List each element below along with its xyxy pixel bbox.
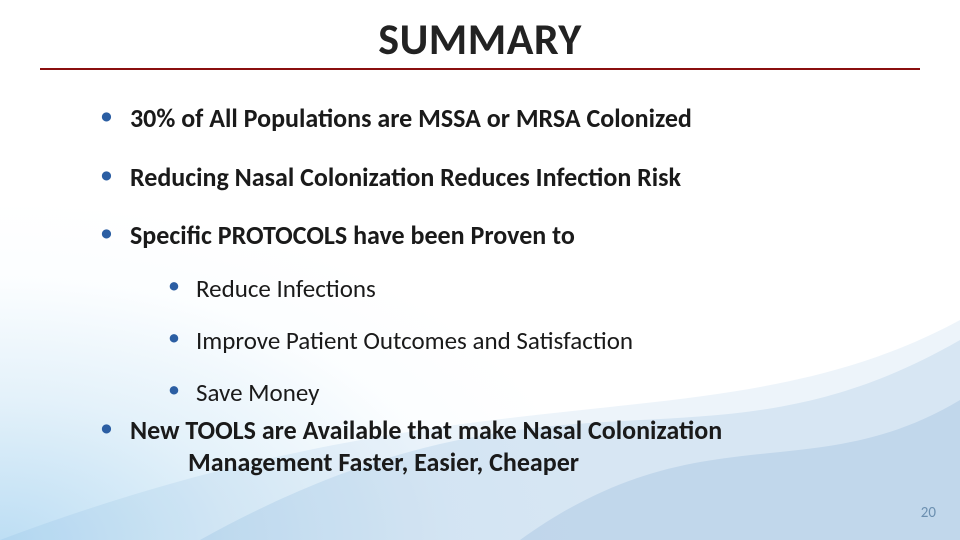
list-item: Improve Patient Outcomes and Satisfactio… — [166, 326, 916, 356]
slide-title: SUMMARY — [0, 12, 960, 66]
list-item: Reducing Nasal Colonization Reduces Infe… — [96, 161, 916, 194]
title-underline — [40, 68, 920, 70]
bullet-4-line2: Management Faster, Easier, Cheaper — [188, 446, 916, 479]
bullet-1: 30% of All Populations are MSSA or MRSA … — [130, 102, 692, 134]
sub-list: Reduce Infections Improve Patient Outcom… — [166, 274, 916, 408]
slide: SUMMARY 30% of All Populations are MSSA … — [0, 0, 960, 540]
page-number: 20 — [921, 504, 936, 522]
bullet-3-sub-1: Reduce Infections — [196, 273, 376, 304]
bullet-3-sub-2: Improve Patient Outcomes and Satisfactio… — [196, 325, 633, 356]
content-area: 30% of All Populations are MSSA or MRSA … — [96, 102, 916, 505]
list-item: Save Money — [166, 378, 916, 408]
bullet-list: 30% of All Populations are MSSA or MRSA … — [96, 102, 916, 479]
bullet-4-line1: New TOOLS are Available that make Nasal … — [130, 414, 722, 446]
list-item: New TOOLS are Available that make Nasal … — [96, 414, 916, 479]
bullet-3: Specific PROTOCOLS have been Proven to — [130, 219, 575, 251]
list-item: Reduce Infections — [166, 274, 916, 304]
list-item: 30% of All Populations are MSSA or MRSA … — [96, 102, 916, 135]
list-item: Specific PROTOCOLS have been Proven to R… — [96, 219, 916, 408]
bullet-3-sub-3: Save Money — [196, 377, 319, 408]
bullet-2: Reducing Nasal Colonization Reduces Infe… — [130, 161, 681, 193]
